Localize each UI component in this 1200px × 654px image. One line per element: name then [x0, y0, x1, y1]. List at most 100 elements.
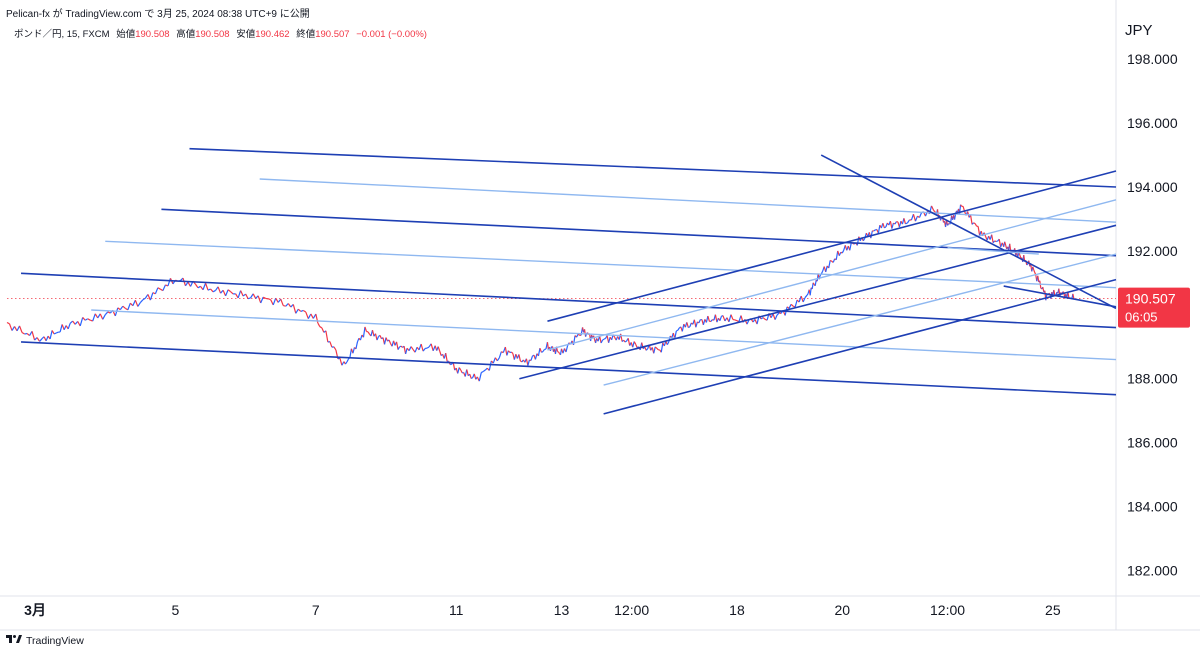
price-segment — [84, 318, 89, 321]
high-label: 高値 — [176, 29, 196, 40]
price-tag-countdown: 06:05 — [1125, 310, 1158, 325]
price-segment — [973, 222, 976, 225]
price-segment — [977, 226, 981, 236]
price-segment — [730, 314, 734, 320]
price-segment — [814, 280, 817, 286]
price-segment — [268, 298, 271, 301]
price-segment — [1026, 263, 1029, 266]
trendline-0 — [189, 147, 1117, 188]
currency-label[interactable]: JPY — [1125, 22, 1153, 39]
price-segment — [1019, 254, 1022, 259]
price-segment — [204, 282, 209, 291]
price-segment — [430, 343, 434, 351]
price-segment — [217, 286, 222, 294]
ohlc-legend: ポンド／円, 15, FXCM 始値190.508 高値190.508 安値19… — [14, 26, 427, 40]
price-segment — [882, 223, 885, 229]
price-segment — [893, 222, 896, 225]
price-segment — [134, 299, 139, 307]
price-segment — [300, 309, 304, 312]
price-segment — [541, 351, 544, 353]
trendline-13 — [1003, 285, 1117, 308]
price-segment — [187, 281, 192, 287]
price-segment — [469, 374, 472, 379]
price-segment — [778, 312, 782, 315]
price-segment — [355, 341, 359, 350]
price-segment — [349, 348, 353, 358]
price-segment — [74, 320, 79, 325]
price-segment — [283, 305, 286, 307]
open-label: 始値 — [116, 29, 136, 40]
y-tick-label-3: 188.000 — [1127, 371, 1178, 387]
price-segment — [104, 311, 109, 316]
price-segment — [776, 312, 780, 316]
price-segment — [260, 296, 264, 304]
price-segment — [87, 318, 91, 321]
price-segment — [8, 323, 13, 331]
price-segment — [953, 213, 957, 220]
brand-name: TradingView — [26, 634, 84, 647]
price-segment — [21, 331, 25, 335]
y-tick-label-6: 194.000 — [1127, 179, 1178, 195]
price-segment — [838, 251, 842, 256]
price-segment — [63, 325, 67, 331]
price-segment — [507, 350, 511, 353]
price-tag: 190.507 06:05 — [1118, 287, 1190, 328]
price-segment — [67, 323, 71, 330]
tradingview-footer: TradingView — [6, 634, 84, 647]
x-tick-label-9: 25 — [1045, 602, 1061, 618]
price-segment — [496, 357, 500, 362]
price-segment — [167, 278, 172, 287]
price-segment — [653, 346, 656, 354]
price-segment — [794, 299, 798, 308]
price-segment — [426, 346, 430, 349]
price-segment — [903, 218, 907, 224]
x-tick-label-1: 5 — [172, 602, 180, 618]
price-segment — [947, 223, 950, 226]
price-segment — [195, 283, 199, 289]
price-segment — [1032, 266, 1035, 271]
price-segment — [689, 322, 692, 327]
price-segment — [912, 214, 917, 222]
price-segment — [99, 313, 104, 320]
price-segment — [478, 372, 482, 382]
price-segment — [333, 346, 337, 351]
price-segment — [307, 313, 312, 319]
price-segment — [623, 339, 626, 343]
price-segment — [212, 289, 216, 293]
low-label: 安値 — [236, 29, 256, 40]
price-segment — [92, 313, 96, 322]
price-segment — [137, 302, 141, 307]
price-segment — [388, 339, 392, 344]
y-tick-label-8: 198.000 — [1127, 51, 1178, 67]
trendline-9 — [519, 224, 1117, 380]
price-segment — [371, 329, 375, 337]
price-segment — [230, 291, 234, 295]
price-segment — [599, 335, 602, 344]
price-segment — [825, 265, 828, 273]
price-segment — [660, 342, 664, 353]
price-segment — [397, 346, 401, 350]
price-segment — [856, 236, 860, 246]
price-segment — [828, 260, 831, 269]
price-segment — [364, 326, 368, 332]
trendline-1 — [259, 178, 1117, 223]
price-segment — [437, 346, 441, 352]
price-segment — [760, 317, 764, 320]
price-segment — [339, 358, 343, 366]
price-segment — [36, 337, 41, 342]
price-segment — [385, 337, 389, 342]
symbol-label[interactable]: ポンド／円, 15, FXCM — [14, 29, 110, 40]
price-segment — [894, 221, 897, 225]
price-segment — [992, 240, 996, 244]
price-segment — [482, 369, 486, 372]
price-segment — [914, 215, 919, 222]
price-segment — [790, 303, 794, 307]
price-segment — [280, 298, 284, 306]
price-segment — [210, 288, 214, 293]
price-segment — [970, 215, 973, 225]
price-segment — [458, 367, 462, 371]
price-segment — [994, 240, 997, 243]
x-tick-label-6: 18 — [729, 602, 745, 618]
price-segment — [728, 314, 732, 323]
